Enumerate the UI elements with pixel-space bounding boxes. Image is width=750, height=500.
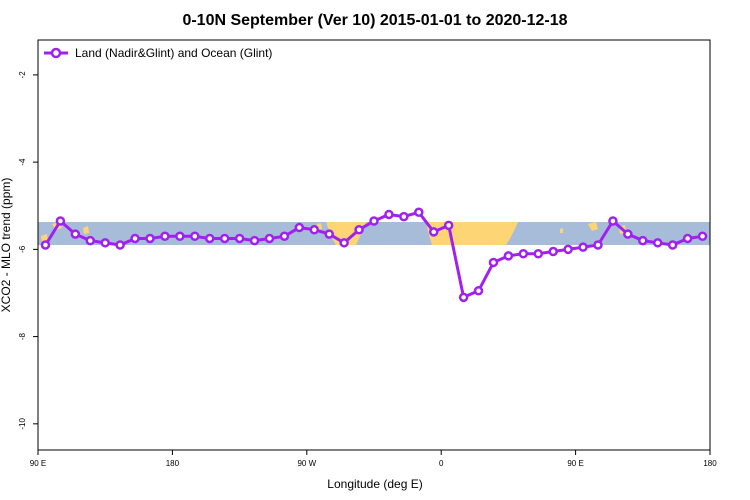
data-point: [40, 240, 51, 250]
y-axis: -2 -4 -6 -8 -10: [18, 71, 38, 430]
data-point: [578, 242, 588, 252]
x-axis-label: Longitude (deg E): [327, 477, 422, 491]
data-point: [85, 235, 96, 246]
data-point: [443, 220, 454, 231]
data-point: [638, 235, 648, 246]
data-point: [115, 240, 125, 250]
data-point: [249, 235, 260, 246]
x-tick-label: 90 E: [30, 459, 46, 468]
data-point: [190, 231, 200, 242]
data-point: [458, 292, 469, 303]
data-point: [160, 231, 170, 242]
y-tick-label: -6: [18, 245, 27, 253]
y-tick-label: -8: [18, 332, 27, 340]
land-patch: [83, 226, 89, 234]
land-patch: [426, 222, 518, 245]
legend: Land (Nadir&Glint) and Ocean (Glint): [44, 46, 272, 60]
data-point: [593, 240, 603, 250]
data-point: [682, 233, 693, 244]
y-tick-label: -4: [18, 158, 27, 166]
data-point: [55, 216, 66, 226]
data-point: [175, 231, 185, 242]
data-point: [428, 227, 439, 237]
data-point: [279, 231, 290, 242]
series-layer: [40, 207, 708, 303]
data-point: [324, 229, 334, 239]
data-point: [667, 240, 678, 250]
data-point: [414, 207, 424, 218]
data-point: [354, 224, 364, 235]
legend-marker: [50, 47, 62, 59]
data-point: [219, 233, 230, 244]
data-point: [503, 251, 514, 261]
data-point: [608, 216, 618, 226]
data-point: [563, 244, 573, 255]
data-point: [399, 211, 409, 222]
data-point: [518, 248, 529, 259]
data-point: [130, 233, 140, 244]
data-point: [309, 224, 320, 235]
data-point: [697, 231, 708, 242]
data-point: [264, 233, 275, 244]
data-point: [652, 238, 663, 248]
x-tick-label: 180: [166, 459, 180, 468]
data-point: [294, 222, 305, 233]
y-axis-label: XCO2 - MLO trend (ppm): [0, 178, 13, 313]
data-point: [339, 238, 349, 248]
data-point: [369, 216, 379, 226]
data-point: [100, 238, 110, 248]
legend-label: Land (Nadir&Glint) and Ocean (Glint): [75, 46, 272, 60]
land-patch: [560, 228, 563, 233]
chart-title: 0-10N September (Ver 10) 2015-01-01 to 2…: [182, 12, 567, 29]
x-tick-label: 180: [703, 459, 717, 468]
plot-frame: [37, 39, 711, 451]
data-point: [533, 248, 544, 259]
data-point: [488, 257, 499, 268]
data-point: [70, 229, 81, 239]
x-tick-label: 0: [439, 459, 444, 468]
y-tick-label: -10: [18, 417, 27, 429]
data-point: [145, 233, 155, 244]
x-axis: 90 E 180 90 W 0 90 E 180: [30, 450, 717, 468]
data-point: [548, 246, 558, 257]
y-tick-label: -2: [18, 71, 27, 79]
data-point: [623, 229, 633, 239]
land-patch: [41, 234, 48, 242]
land-patch: [588, 222, 598, 231]
data-point: [473, 286, 484, 296]
data-point: [384, 209, 394, 220]
x-tick-label: 90 E: [567, 459, 583, 468]
x-tick-label: 90 W: [297, 459, 316, 468]
data-point: [204, 233, 215, 244]
data-point: [234, 233, 245, 244]
